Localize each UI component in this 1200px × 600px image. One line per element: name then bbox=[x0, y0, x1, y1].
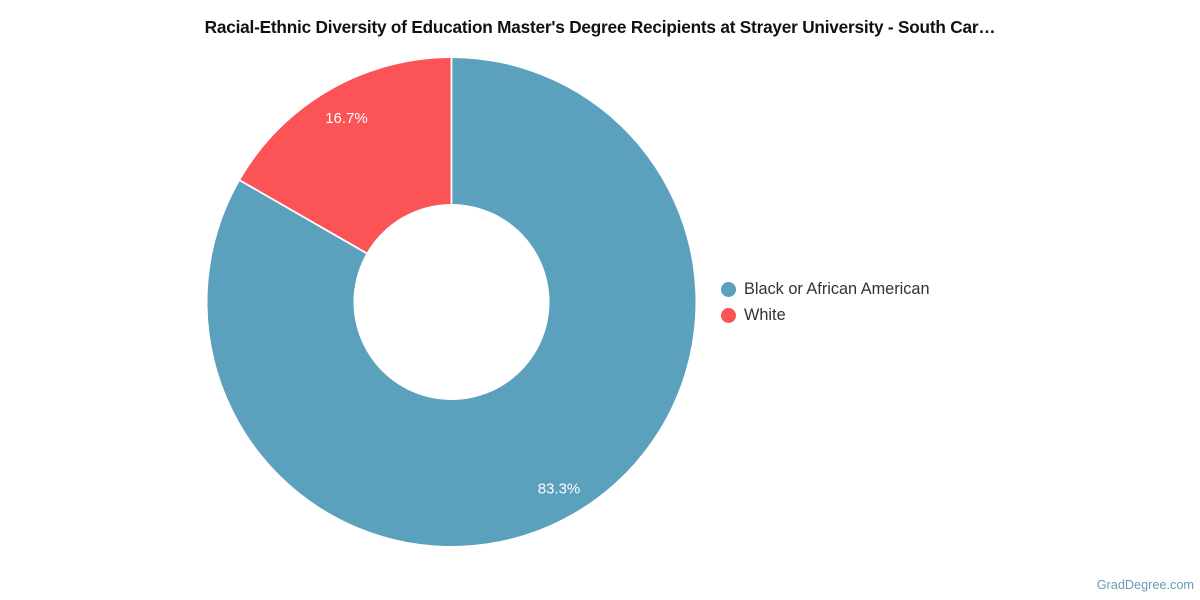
svg-text:16.7%: 16.7% bbox=[325, 110, 368, 127]
svg-text:83.3%: 83.3% bbox=[538, 481, 581, 498]
